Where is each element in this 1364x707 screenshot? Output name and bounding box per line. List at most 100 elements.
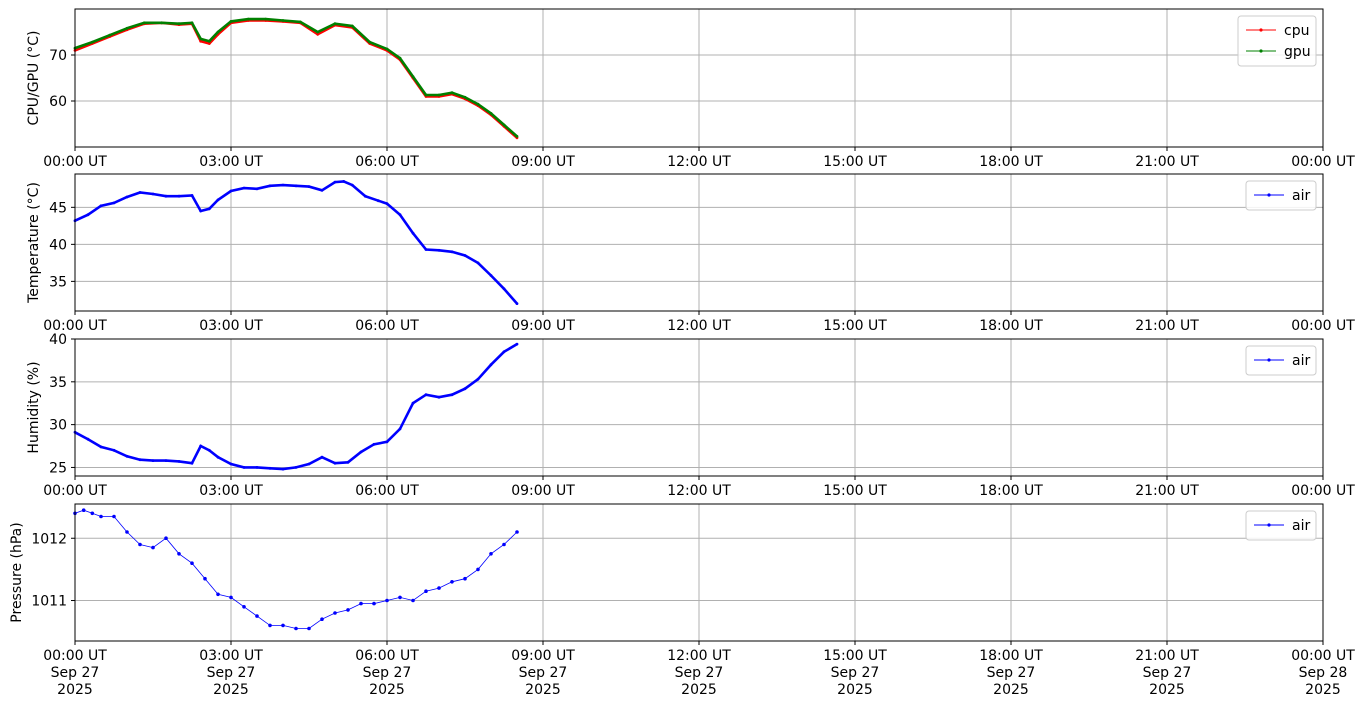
data-point-gpu [411,75,415,78]
data-point-air [216,455,220,459]
data-point-air [476,261,480,265]
data-point-air [216,198,220,202]
data-point-air [99,204,103,208]
x-date-label: Sep 27 [207,665,256,681]
data-point-air [359,450,363,454]
data-point-air [229,595,233,600]
data-point-gpu [463,95,467,99]
data-point-air [333,611,337,615]
x-tick-label: 09:00 UT [511,648,575,664]
data-point-air [424,393,428,397]
data-point-air [437,586,441,590]
legend-label-cpu: cpu [1284,23,1309,39]
data-point-air [86,213,90,217]
data-point-air [216,592,220,597]
y-tick-label: 35 [49,375,67,391]
data-point-air [346,608,350,612]
data-point-air [333,180,337,184]
data-point-gpu [316,30,320,34]
data-point-air [385,202,389,206]
data-point-air [346,460,350,464]
data-point-gpu [281,19,285,22]
x-tick-label: 12:00 UT [667,483,731,499]
data-point-air [164,194,168,198]
data-point-air [450,580,454,584]
data-point-gpu [450,91,454,95]
data-point-air [268,184,272,188]
data-point-gpu [264,17,268,21]
data-point-air [86,437,90,441]
x-tick-label: 00:00 UT [43,154,107,170]
data-point-gpu [489,112,493,115]
data-point-air [203,576,207,581]
data-point-air [125,530,129,534]
y-tick-label: 70 [49,48,67,64]
data-point-air [411,598,415,603]
x-tick-label: 06:00 UT [355,648,419,664]
plot-frame [74,503,1324,642]
x-tick-label: 06:00 UT [355,154,419,170]
y-tick-label: 25 [49,460,67,476]
data-point-air [151,459,155,462]
data-point-air [138,191,142,194]
x-tick-label: 21:00 UT [1135,154,1199,170]
data-point-gpu [424,93,428,97]
x-year-label: 2025 [837,682,873,698]
x-year-label: 2025 [1305,682,1341,698]
x-tick-label: 21:00 UT [1135,483,1199,499]
data-point-air [255,187,259,191]
x-tick-label: 06:00 UT [355,483,419,499]
x-year-label: 2025 [57,682,93,698]
legend-marker-air [1267,193,1271,197]
legend-marker-cpu [1259,28,1263,32]
data-point-air [476,567,480,572]
data-point-air [385,440,389,444]
data-point-gpu [298,20,302,24]
x-year-label: 2025 [369,682,405,698]
x-year-label: 2025 [525,682,561,698]
data-point-air [502,287,506,291]
legend-marker-air [1267,523,1271,527]
plot-frame [74,338,1324,477]
x-tick-label: 15:00 UT [823,154,887,170]
legend-box [1237,15,1317,67]
data-point-air [164,459,168,462]
data-point-air [281,623,285,628]
data-point-air [437,248,441,252]
data-point-air [411,231,415,235]
data-point-air [350,183,354,187]
chart-panel-1: 00:00 UT 03:00 UT 06:00 UT 09:00 UT 12:00 UT… [26,8,1355,170]
data-point-air [320,617,324,621]
data-point-gpu [246,17,250,21]
x-tick-label: 03:00 UT [199,318,263,334]
data-point-air [190,461,194,465]
x-tick-label: 09:00 UT [511,154,575,170]
data-point-gpu [108,33,112,37]
legend-label-air: air [1292,518,1310,534]
data-point-gpu [207,39,211,43]
x-tick-label: 03:00 UT [199,648,263,664]
data-point-air [320,455,324,459]
legend-marker-air [1267,358,1271,362]
plot-frame [74,8,1324,148]
x-tick-label: 21:00 UT [1135,648,1199,664]
data-point-air [307,185,311,189]
data-point-air [81,508,86,512]
data-point-air [437,395,441,399]
x-tick-label: 00:00 UT [43,483,107,499]
data-point-air [164,536,168,540]
data-point-air [463,576,467,581]
data-point-air [190,561,194,565]
data-point-gpu [229,20,233,23]
data-point-air [515,302,519,305]
data-point-air [138,458,142,462]
data-point-air [376,199,380,203]
data-point-air [112,448,116,452]
data-point-air [424,589,428,593]
data-point-air [281,467,285,471]
data-point-air [489,552,493,556]
data-point-gpu [476,102,480,106]
data-point-gpu [333,22,337,26]
data-point-air [229,462,233,466]
